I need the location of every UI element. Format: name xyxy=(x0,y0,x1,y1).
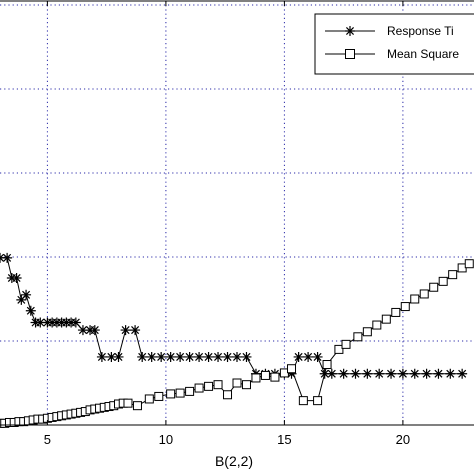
x-axis-label: B(2,2) xyxy=(215,453,253,469)
point-square xyxy=(213,380,223,390)
point-asterisk xyxy=(350,368,361,379)
point-square xyxy=(144,394,154,404)
point-asterisk xyxy=(345,26,355,36)
point-asterisk xyxy=(409,368,420,379)
point-square xyxy=(334,344,344,354)
point-asterisk xyxy=(113,351,124,362)
point-square xyxy=(313,396,323,406)
point-square xyxy=(166,389,176,399)
point-asterisk xyxy=(421,368,432,379)
point-square xyxy=(400,302,410,312)
point-square xyxy=(175,388,185,398)
point-square xyxy=(362,327,372,337)
point-asterisk xyxy=(77,325,88,336)
point-asterisk xyxy=(70,317,81,328)
point-asterisk xyxy=(194,351,205,362)
x-ticks: 5 10 15 20 xyxy=(44,1,410,447)
point-asterisk xyxy=(203,351,214,362)
point-asterisk xyxy=(146,351,157,362)
series-mean-square xyxy=(0,259,474,428)
point-square xyxy=(353,332,363,342)
point-asterisk xyxy=(457,368,468,379)
point-asterisk xyxy=(175,351,186,362)
plot-frame xyxy=(0,0,474,426)
point-square xyxy=(287,364,297,374)
series-response-time xyxy=(0,252,468,379)
point-asterisk xyxy=(241,351,252,362)
point-asterisk xyxy=(232,351,242,362)
point-asterisk xyxy=(96,351,107,362)
point-asterisk xyxy=(25,305,36,316)
point-asterisk xyxy=(137,351,148,362)
point-square xyxy=(204,381,214,391)
point-asterisk xyxy=(120,325,131,336)
point-square xyxy=(464,259,474,269)
point-asterisk xyxy=(35,317,46,328)
point-square xyxy=(419,289,429,299)
point-asterisk xyxy=(222,351,233,362)
legend-label: Response Ti xyxy=(387,24,454,38)
point-square xyxy=(322,360,332,370)
point-asterisk xyxy=(165,351,176,362)
point-square xyxy=(185,386,195,396)
point-asterisk xyxy=(106,351,117,362)
point-asterisk xyxy=(338,368,349,379)
point-square xyxy=(341,339,351,349)
point-asterisk xyxy=(21,289,32,300)
legend-marker-asterisk xyxy=(345,26,355,36)
x-tick-label: 10 xyxy=(159,432,173,447)
point-square xyxy=(438,276,448,286)
point-asterisk xyxy=(397,368,408,379)
point-asterisk xyxy=(293,351,304,362)
point-square xyxy=(448,270,458,280)
point-square xyxy=(123,398,133,408)
point-asterisk xyxy=(184,351,195,362)
point-square xyxy=(270,372,280,382)
legend-marker-square xyxy=(345,49,355,59)
point-asterisk xyxy=(433,368,444,379)
point-asterisk xyxy=(362,368,373,379)
point-asterisk xyxy=(326,368,337,379)
legend-entry-mean-square: Mean Square xyxy=(325,47,459,61)
point-square xyxy=(345,49,355,59)
legend: Response Ti Mean Square xyxy=(314,13,474,75)
legend-box xyxy=(314,13,474,75)
point-asterisk xyxy=(213,351,224,362)
point-square xyxy=(132,401,142,411)
x-tick-label: 15 xyxy=(277,432,291,447)
x-tick-label: 20 xyxy=(396,432,410,447)
x-tick-label: 5 xyxy=(44,432,51,447)
point-square xyxy=(194,383,204,393)
point-asterisk xyxy=(156,351,167,362)
point-asterisk xyxy=(386,368,397,379)
point-square xyxy=(298,396,308,406)
point-square xyxy=(429,282,439,292)
point-square xyxy=(223,390,233,400)
point-square xyxy=(260,370,270,380)
point-asterisk xyxy=(445,368,456,379)
point-square xyxy=(251,373,261,383)
point-asterisk xyxy=(312,351,323,362)
point-asterisk xyxy=(2,252,13,263)
point-square xyxy=(241,380,251,390)
point-square xyxy=(410,294,420,304)
grid xyxy=(0,1,474,425)
series-layer xyxy=(0,252,474,428)
point-square xyxy=(154,391,164,401)
point-asterisk xyxy=(286,368,297,379)
point-square xyxy=(232,378,242,388)
point-square xyxy=(372,320,382,330)
point-square xyxy=(381,314,391,324)
point-asterisk xyxy=(374,368,385,379)
point-asterisk xyxy=(89,325,100,336)
legend-entry-response-time: Response Ti xyxy=(325,24,454,38)
point-asterisk xyxy=(303,351,314,362)
point-asterisk xyxy=(16,294,27,305)
legend-label: Mean Square xyxy=(387,47,459,61)
point-asterisk xyxy=(11,273,22,283)
point-asterisk xyxy=(130,325,141,336)
point-square xyxy=(391,307,401,317)
